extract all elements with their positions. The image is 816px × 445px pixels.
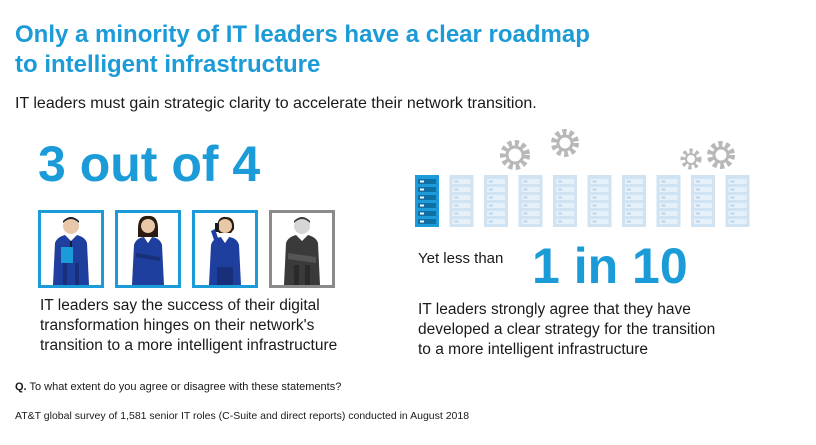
gears-group	[500, 129, 735, 170]
server-rack-icon	[622, 175, 646, 227]
gear-icon	[707, 141, 735, 169]
right-line-1: IT leaders strongly agree that they have	[418, 301, 691, 318]
footnote: AT&T global survey of 1,581 senior IT ro…	[15, 410, 470, 422]
person-box-4	[269, 210, 335, 288]
question-text: To what extent do you agree or disagree …	[29, 381, 342, 393]
server-rack-icon	[484, 175, 508, 227]
server-rack-icon	[415, 175, 439, 227]
person-box-3	[192, 210, 258, 288]
title-line-1: Only a minority of IT leaders have a cle…	[15, 21, 590, 48]
server-rack-icon	[587, 175, 612, 227]
server-rack-icon	[449, 175, 474, 227]
businessman-icon	[53, 217, 89, 285]
server-rack-icon	[691, 175, 715, 227]
subtitle: IT leaders must gain strategic clarity t…	[15, 95, 537, 112]
gear-icon	[551, 129, 579, 157]
person-box-1	[38, 210, 104, 288]
left-line-3: transition to a more intelligent infrast…	[40, 337, 338, 354]
server-rack-icon	[553, 175, 577, 227]
left-headline: 3 out of 4	[38, 136, 261, 192]
gear-icon	[500, 140, 530, 170]
person-box-2	[115, 210, 181, 288]
server-rack-icon	[725, 175, 750, 227]
left-line-2: transformation hinges on their network's	[40, 317, 315, 334]
right-description: IT leaders strongly agree that they have…	[418, 300, 798, 360]
left-line-1: IT leaders say the success of their digi…	[40, 297, 320, 314]
left-description: IT leaders say the success of their digi…	[40, 296, 400, 356]
server-rack-icon	[518, 175, 543, 227]
page-title: Only a minority of IT leaders have a cle…	[15, 20, 795, 80]
man-crossed-arms-icon	[284, 217, 320, 285]
question-label: Q.	[15, 381, 27, 393]
woman-phone-icon	[209, 216, 241, 285]
right-line-3: to a more intelligent infrastructure	[418, 341, 649, 358]
gear-icon	[680, 148, 702, 170]
yet-less-than: Yet less than	[418, 250, 504, 267]
title-line-2: to intelligent infrastructure	[15, 51, 321, 78]
right-line-2: developed a clear strategy for the trans…	[418, 321, 716, 338]
right-headline: 1 in 10	[532, 238, 688, 294]
server-row	[415, 175, 750, 227]
survey-question: Q. To what extent do you agree or disagr…	[15, 381, 341, 393]
businesswoman-icon	[132, 215, 164, 285]
server-rack-icon	[656, 175, 681, 227]
